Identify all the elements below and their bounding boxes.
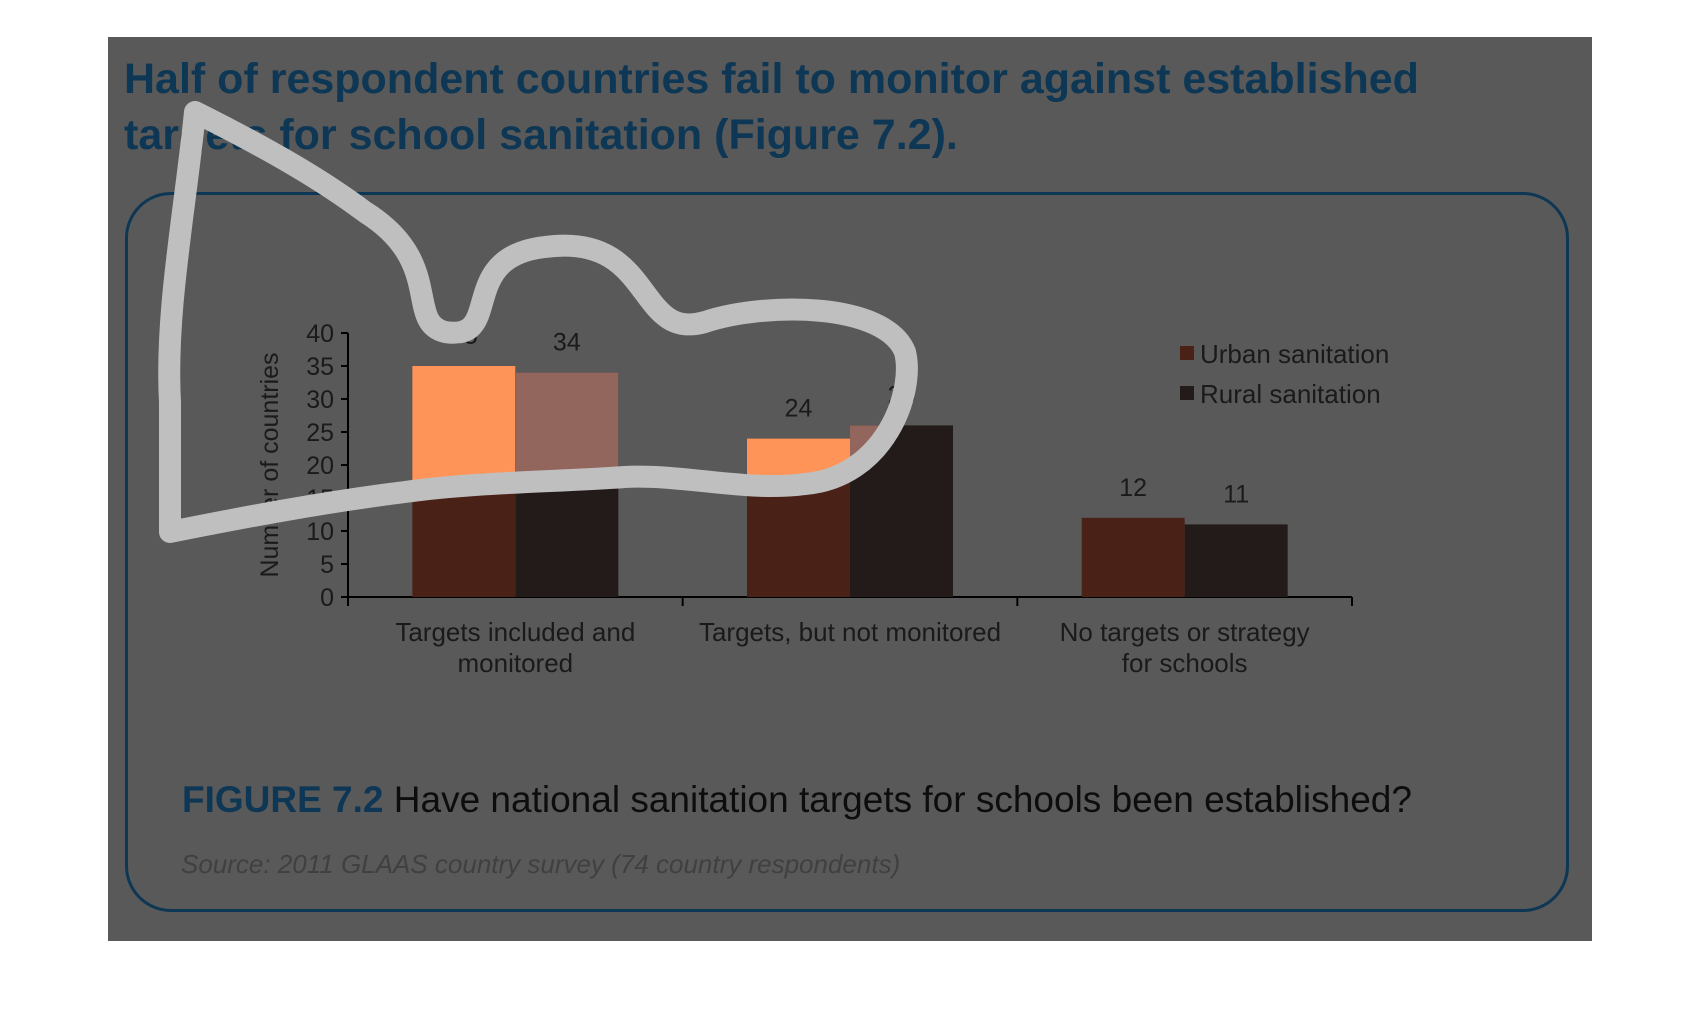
y-tick-label: 25 — [306, 419, 334, 447]
x-tick-label: monitored — [458, 648, 574, 678]
x-tick-label: for schools — [1122, 648, 1248, 678]
y-tick-label: 35 — [306, 353, 334, 381]
slide: Half of respondent countries fail to mon… — [108, 37, 1592, 941]
legend-swatch — [1180, 346, 1194, 360]
data-label: 35 — [450, 322, 478, 350]
bar-chart: 0 5 10 15 20 25 30 35 40 Number of countries 35 34 T… — [256, 320, 1389, 678]
y-tick-label: 10 — [306, 518, 334, 546]
y-tick-label: 20 — [306, 452, 334, 480]
x-tick-label: No targets or strategy — [1060, 617, 1310, 647]
figure-source: Source: 2011 GLAAS country survey (74 co… — [181, 849, 901, 879]
x-tick-label: Targets, but not monitored — [699, 617, 1001, 647]
data-label: 12 — [1119, 474, 1147, 502]
figure-panel: 0 5 10 15 20 25 30 35 40 Number of countries 35 34 T… — [125, 192, 1569, 912]
data-label: 26 — [888, 381, 916, 409]
legend-swatch — [1180, 386, 1194, 400]
y-tick-label: 40 — [306, 320, 334, 348]
legend-label: Rural sanitation — [1200, 379, 1381, 409]
y-tick-label: 5 — [320, 551, 334, 579]
figure-label: FIGURE 7.2 — [182, 779, 384, 820]
bar-rural — [1184, 524, 1288, 597]
legend-label: Urban sanitation — [1200, 339, 1389, 369]
x-tick-label: Targets included and — [395, 617, 635, 647]
bar-urban — [1081, 517, 1185, 597]
figure-caption: FIGURE 7.2 Have national sanitation targ… — [182, 779, 1412, 821]
y-tick-label: 0 — [320, 584, 334, 612]
figure-caption-text: Have national sanitation targets for sch… — [393, 779, 1412, 820]
data-label: 34 — [553, 329, 581, 357]
headline: Half of respondent countries fail to mon… — [124, 55, 1419, 159]
data-label: 11 — [1223, 480, 1249, 508]
y-tick-label: 30 — [306, 386, 334, 414]
y-axis-label: Number of countries — [256, 352, 284, 577]
data-label: 24 — [785, 395, 813, 423]
y-tick-label: 15 — [306, 485, 334, 513]
